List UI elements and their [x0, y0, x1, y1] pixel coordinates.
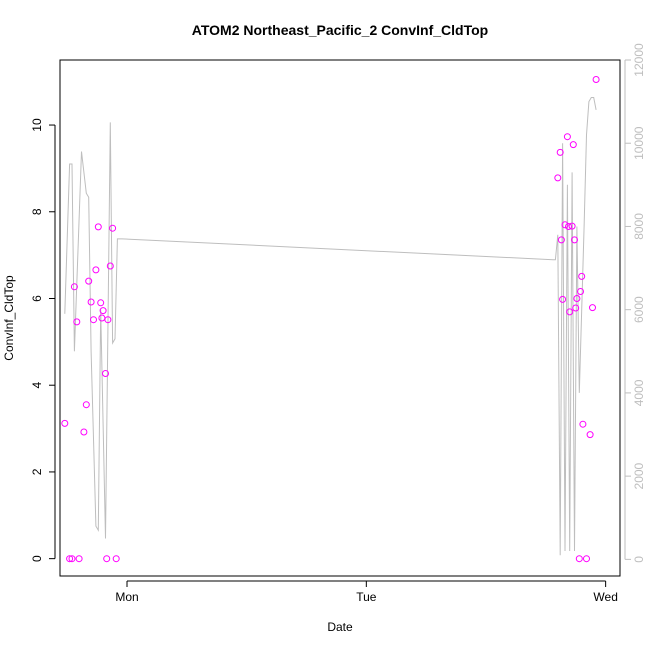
data-point	[556, 148, 564, 156]
data-point	[571, 236, 578, 244]
plot-area-frame	[59, 59, 621, 577]
y-tick-label: 0	[30, 555, 44, 562]
data-point	[103, 555, 111, 563]
data-point	[579, 420, 587, 428]
data-point	[102, 370, 109, 377]
data-point	[565, 223, 572, 230]
x-tick-label: Mon	[115, 590, 138, 604]
y-axis-right: 0 2000 4000 6000 8000 10000 12000	[624, 43, 646, 563]
data-point	[92, 266, 100, 274]
y2-tick-label: 8000	[632, 213, 646, 240]
data-point	[568, 222, 576, 230]
data-point	[104, 316, 112, 324]
chart-title: ATOM2 Northeast_Pacific_2 ConvInf_CldTop	[192, 22, 488, 38]
data-point	[87, 298, 95, 306]
data-point	[97, 299, 105, 307]
x-tick-label: Wed	[593, 590, 617, 604]
x-tick-label: Tue	[356, 590, 377, 604]
x-axis-label: Date	[327, 620, 353, 634]
data-point	[566, 308, 574, 316]
data-point	[592, 76, 600, 83]
series-line	[64, 97, 597, 556]
data-point	[61, 419, 69, 427]
y-axis-label: ConvInf_CldTop	[2, 275, 16, 361]
data-point	[559, 295, 567, 303]
data-point	[75, 555, 83, 563]
y-tick-label: 8	[30, 208, 44, 215]
y2-tick-label: 2000	[632, 462, 646, 489]
y2-tick-label: 4000	[632, 379, 646, 406]
y-tick-label: 2	[30, 468, 44, 475]
data-point	[99, 307, 107, 315]
y2-tick-label: 10000	[632, 126, 646, 160]
y-tick-label: 4	[30, 382, 44, 389]
data-point	[109, 224, 117, 232]
data-point	[569, 141, 577, 149]
data-point	[573, 295, 581, 302]
data-point	[90, 316, 97, 324]
data-point	[561, 221, 569, 229]
data-point	[572, 304, 580, 312]
series-line-group	[64, 97, 597, 556]
y2-tick-label: 12000	[632, 43, 646, 77]
data-point	[578, 272, 586, 280]
series-points-group	[61, 76, 600, 563]
data-point	[583, 555, 590, 563]
y2-tick-label: 6000	[632, 296, 646, 323]
data-point	[577, 288, 584, 295]
y-tick-label: 10	[30, 118, 44, 132]
data-point	[554, 174, 562, 182]
data-point	[589, 304, 596, 312]
data-point	[557, 236, 565, 244]
data-point	[106, 262, 114, 270]
y-axis-left: 0 2 4 6 8 10	[30, 118, 56, 562]
data-point	[575, 555, 583, 563]
y2-tick-label: 0	[632, 556, 646, 563]
data-point	[563, 133, 571, 141]
data-point	[73, 318, 81, 326]
data-point	[70, 283, 78, 291]
data-point	[112, 555, 120, 563]
data-point	[82, 401, 90, 409]
data-point	[85, 277, 93, 285]
data-point	[94, 223, 102, 231]
data-point	[80, 428, 88, 436]
y-tick-label: 6	[30, 295, 44, 302]
x-axis: Mon Tue Wed	[115, 580, 618, 604]
data-point	[68, 555, 76, 563]
data-point	[586, 431, 594, 439]
data-point	[66, 555, 74, 563]
